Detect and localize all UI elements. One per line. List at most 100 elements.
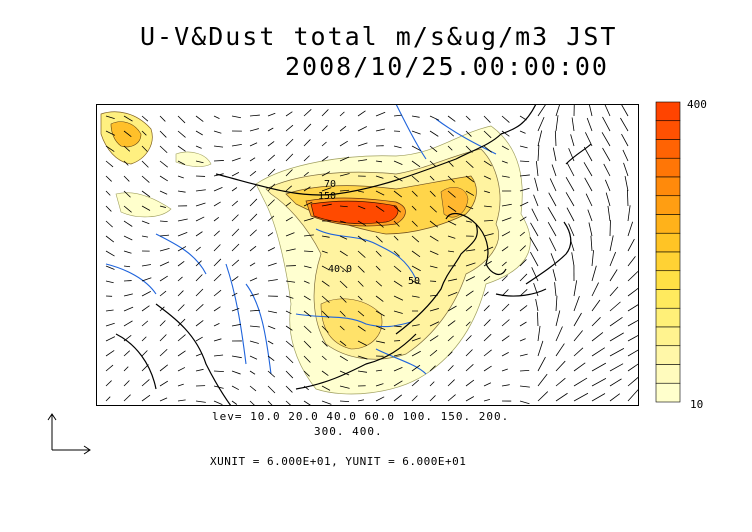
wind-vector bbox=[555, 377, 566, 387]
wind-vector bbox=[285, 202, 292, 207]
wind-vector bbox=[195, 336, 203, 342]
wind-vector bbox=[123, 220, 133, 227]
wind-vector bbox=[105, 336, 116, 342]
wind-vector bbox=[566, 162, 575, 177]
wind-vector bbox=[607, 205, 611, 222]
wind-vector bbox=[105, 280, 114, 284]
wind-vector bbox=[519, 353, 528, 357]
wind-vector bbox=[285, 340, 294, 348]
wind-vector bbox=[267, 141, 275, 147]
wind-vector bbox=[249, 213, 258, 222]
wind-vector bbox=[105, 350, 115, 357]
wind-vector bbox=[141, 290, 151, 297]
wind-vector bbox=[465, 220, 473, 223]
wind-vector bbox=[429, 265, 438, 269]
wind-vector bbox=[303, 370, 310, 377]
contour-levels-line2: 300. 400. bbox=[314, 425, 383, 438]
wind-vector bbox=[249, 370, 256, 375]
wind-vector bbox=[555, 115, 559, 132]
wind-vector bbox=[231, 228, 240, 237]
wind-vector bbox=[547, 221, 557, 237]
wind-vector bbox=[573, 312, 582, 327]
wind-vector bbox=[159, 234, 170, 237]
wind-vector bbox=[195, 274, 203, 282]
wind-vector bbox=[627, 389, 639, 402]
wind-vector bbox=[548, 237, 557, 252]
wind-vector bbox=[105, 115, 115, 120]
wind-vector bbox=[465, 396, 475, 402]
wind-vector bbox=[105, 235, 115, 243]
wind-vector bbox=[465, 290, 474, 297]
wind-vector bbox=[285, 216, 293, 222]
wind-vector bbox=[429, 381, 435, 387]
wind-vector bbox=[321, 203, 332, 207]
wind-vector bbox=[465, 145, 473, 153]
wind-vector bbox=[483, 233, 494, 237]
wind-vector bbox=[357, 355, 368, 360]
wind-vector bbox=[177, 383, 184, 387]
wind-vector bbox=[573, 347, 584, 357]
wind-vector bbox=[213, 130, 222, 134]
wind-vector bbox=[339, 250, 348, 257]
wind-vector bbox=[620, 117, 629, 132]
contour-label-50: 50 bbox=[408, 276, 420, 287]
wind-vector bbox=[105, 309, 114, 312]
wind-vector bbox=[159, 306, 165, 312]
wind-vector bbox=[303, 171, 309, 177]
wind-vector bbox=[159, 220, 168, 223]
wind-vector bbox=[177, 367, 186, 372]
wind-vector bbox=[465, 335, 472, 342]
wind-vector bbox=[303, 108, 312, 117]
colorbar-segment bbox=[655, 307, 681, 328]
wind-vector bbox=[213, 187, 223, 192]
wind-vector bbox=[285, 295, 294, 299]
wind-vector bbox=[583, 162, 593, 177]
wind-vector bbox=[321, 250, 328, 254]
wind-vector bbox=[195, 189, 206, 192]
wind-vector bbox=[321, 265, 330, 271]
wind-vector bbox=[375, 175, 384, 179]
wind-vector bbox=[285, 169, 293, 177]
wind-vector bbox=[483, 291, 489, 297]
wind-vector bbox=[429, 130, 439, 137]
wind-vector bbox=[573, 295, 580, 312]
wind-vector bbox=[570, 134, 575, 147]
wind-vector bbox=[123, 366, 129, 372]
wind-vector bbox=[375, 383, 384, 387]
colorbar-segment bbox=[655, 289, 681, 309]
coastlines-borders bbox=[115, 104, 592, 406]
wind-vector bbox=[465, 321, 471, 327]
wind-vector bbox=[483, 349, 492, 357]
wind-vector bbox=[591, 332, 604, 342]
wind-vector bbox=[195, 288, 204, 297]
wind-vector bbox=[568, 148, 575, 162]
wind-vector bbox=[393, 265, 402, 273]
wind-vector bbox=[123, 394, 131, 402]
wind-vector bbox=[591, 282, 599, 297]
wind-vector bbox=[357, 205, 366, 210]
wind-vector bbox=[339, 385, 350, 389]
wind-vector bbox=[447, 175, 455, 183]
wind-vector bbox=[357, 340, 368, 346]
wind-vector bbox=[621, 133, 629, 147]
wind-vector bbox=[627, 376, 639, 387]
wind-vector bbox=[548, 192, 557, 207]
wind-vector bbox=[483, 382, 492, 387]
wind-vector bbox=[447, 278, 458, 282]
wind-vector bbox=[591, 265, 597, 282]
wind-vector bbox=[501, 303, 510, 312]
wind-vector bbox=[530, 222, 539, 237]
wind-vector bbox=[177, 261, 185, 267]
wind-vector bbox=[195, 231, 203, 237]
wind-vector bbox=[447, 351, 453, 357]
wind-vector bbox=[627, 319, 639, 327]
wind-vector bbox=[177, 232, 188, 237]
wind-vector bbox=[584, 177, 593, 192]
wind-vector bbox=[534, 177, 539, 192]
wind-vector bbox=[105, 190, 111, 196]
wind-vector bbox=[159, 175, 168, 182]
wind-vector bbox=[159, 364, 169, 372]
wind-vector bbox=[267, 199, 275, 207]
wind-vector bbox=[565, 176, 575, 192]
wind-vector bbox=[605, 192, 611, 207]
